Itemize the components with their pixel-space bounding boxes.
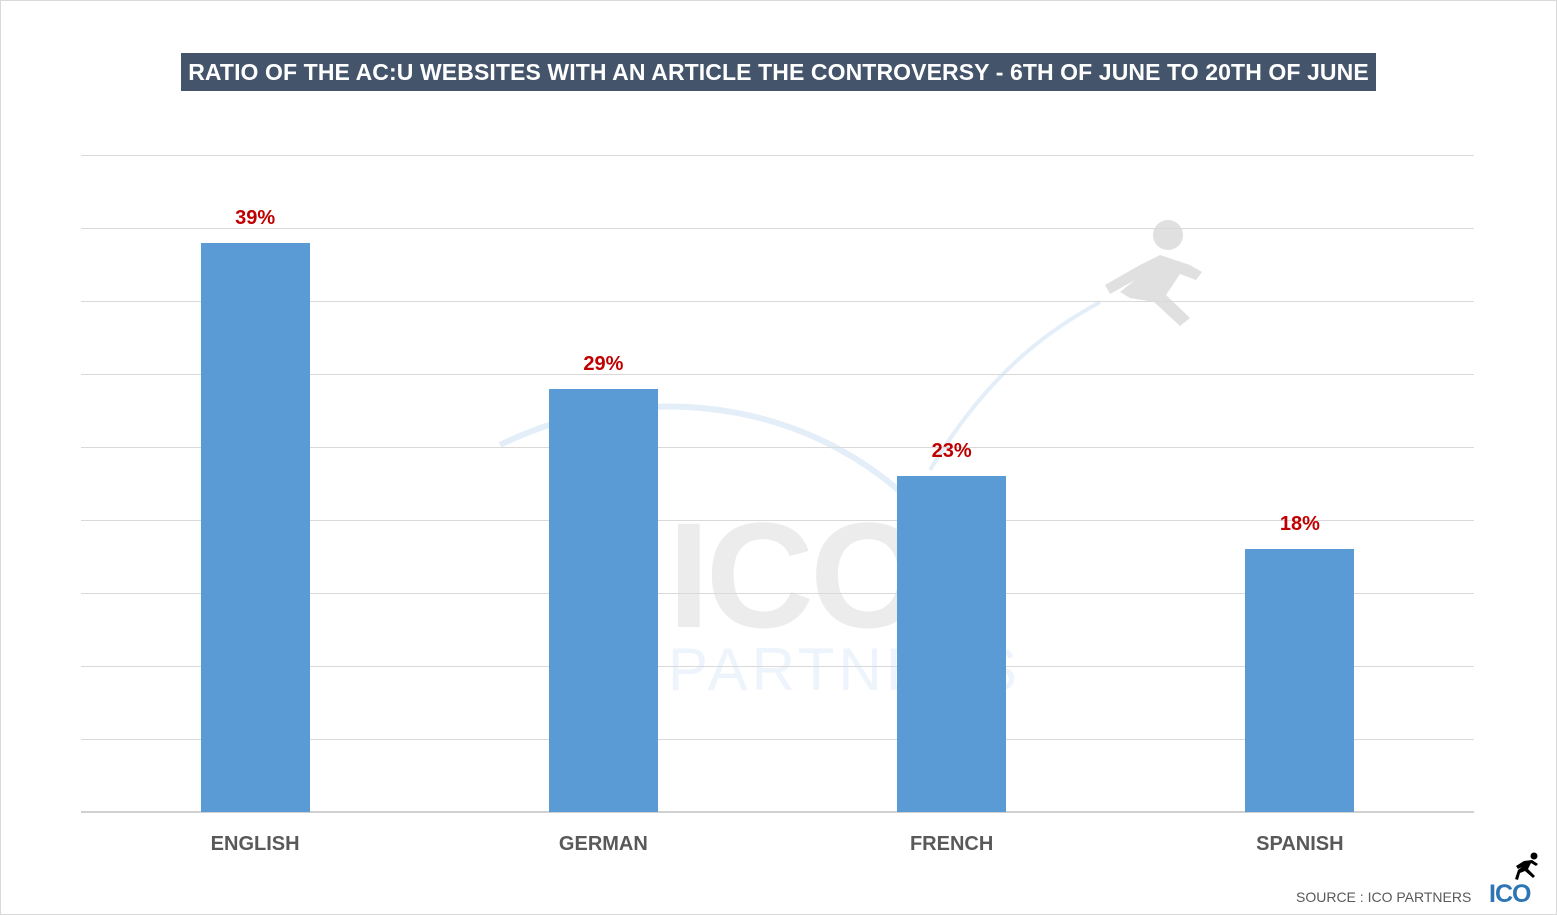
ico-logo: ICO — [1489, 880, 1531, 908]
bar-english — [200, 242, 310, 812]
gridline — [81, 155, 1474, 156]
gridline — [81, 739, 1474, 740]
gridline — [81, 374, 1474, 375]
chart-title: RATIO OF THE AC:U WEBSITES WITH AN ARTIC… — [181, 53, 1376, 91]
title-wrap: RATIO OF THE AC:U WEBSITES WITH AN ARTIC… — [0, 53, 1557, 91]
gridline — [81, 666, 1474, 667]
gridline — [81, 228, 1474, 229]
bar-german — [548, 388, 658, 812]
data-label: 23% — [931, 440, 972, 463]
gridline — [81, 301, 1474, 302]
runner-logo-icon — [1515, 852, 1538, 880]
source-label: SOURCE : ICO PARTNERS — [1296, 889, 1472, 905]
bar-spanish — [1245, 549, 1355, 812]
gridline — [81, 593, 1474, 594]
x-axis-line — [81, 811, 1474, 813]
category-label: SPANISH — [1256, 833, 1344, 855]
gridline — [81, 520, 1474, 521]
data-label: 39% — [235, 206, 276, 229]
category-label: ENGLISH — [210, 833, 300, 855]
data-label: 29% — [583, 352, 624, 375]
category-label: FRENCH — [909, 833, 994, 855]
bar-french — [897, 476, 1007, 812]
plot-area: 39% 29% 23% 18% — [81, 155, 1474, 813]
category-label: GERMAN — [558, 833, 648, 855]
gridline — [81, 447, 1474, 448]
data-label: 18% — [1279, 513, 1320, 536]
